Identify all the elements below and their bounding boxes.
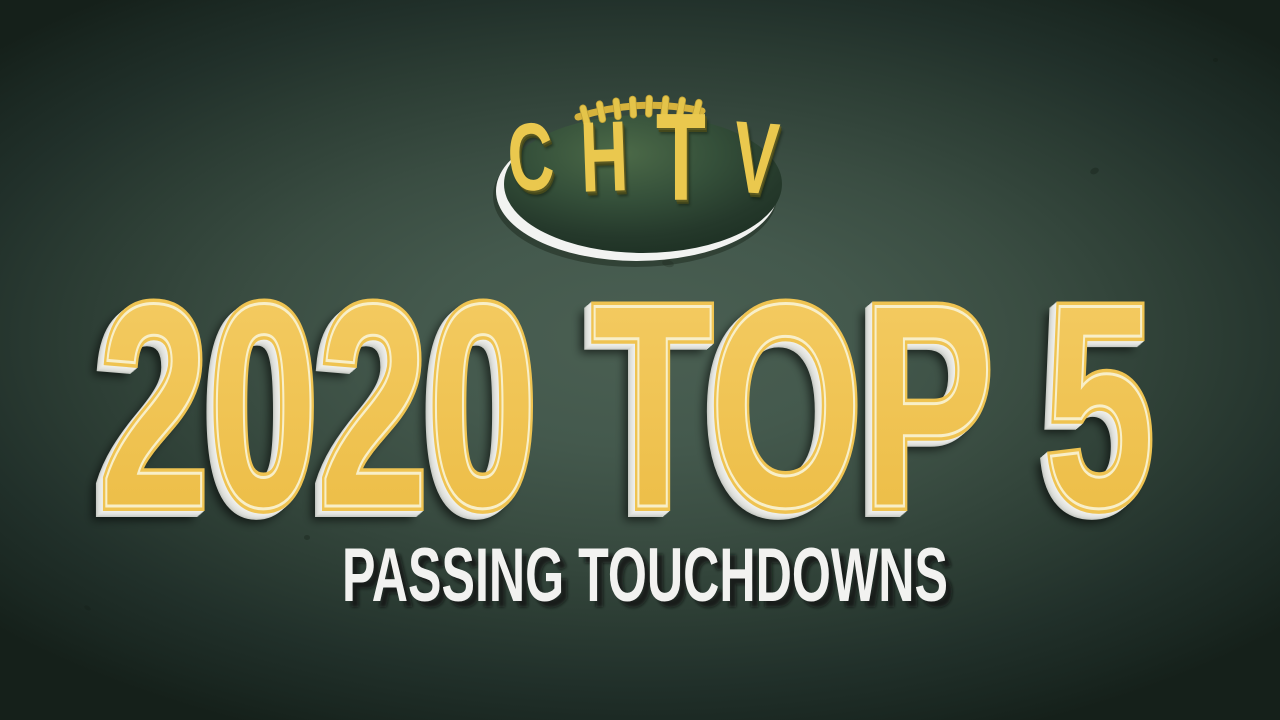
main-title-graphic: 2020 TOP 5 — [0, 291, 1280, 561]
football-icon — [493, 94, 782, 267]
logo-wordmark: C H T V — [485, 96, 801, 231]
football-body — [504, 115, 782, 253]
logo-letter-v: V — [729, 99, 783, 217]
football-laces-icon — [574, 94, 706, 127]
logo-letter-c: C — [503, 102, 558, 213]
logo-letter-h: H — [578, 100, 631, 214]
subtitle-graphic: PASSING TOUCHDOWNS — [342, 535, 954, 624]
chtv-logo: C H T V — [482, 70, 798, 275]
film-speckle — [1213, 58, 1218, 62]
logo-letter-t: T — [656, 89, 707, 227]
